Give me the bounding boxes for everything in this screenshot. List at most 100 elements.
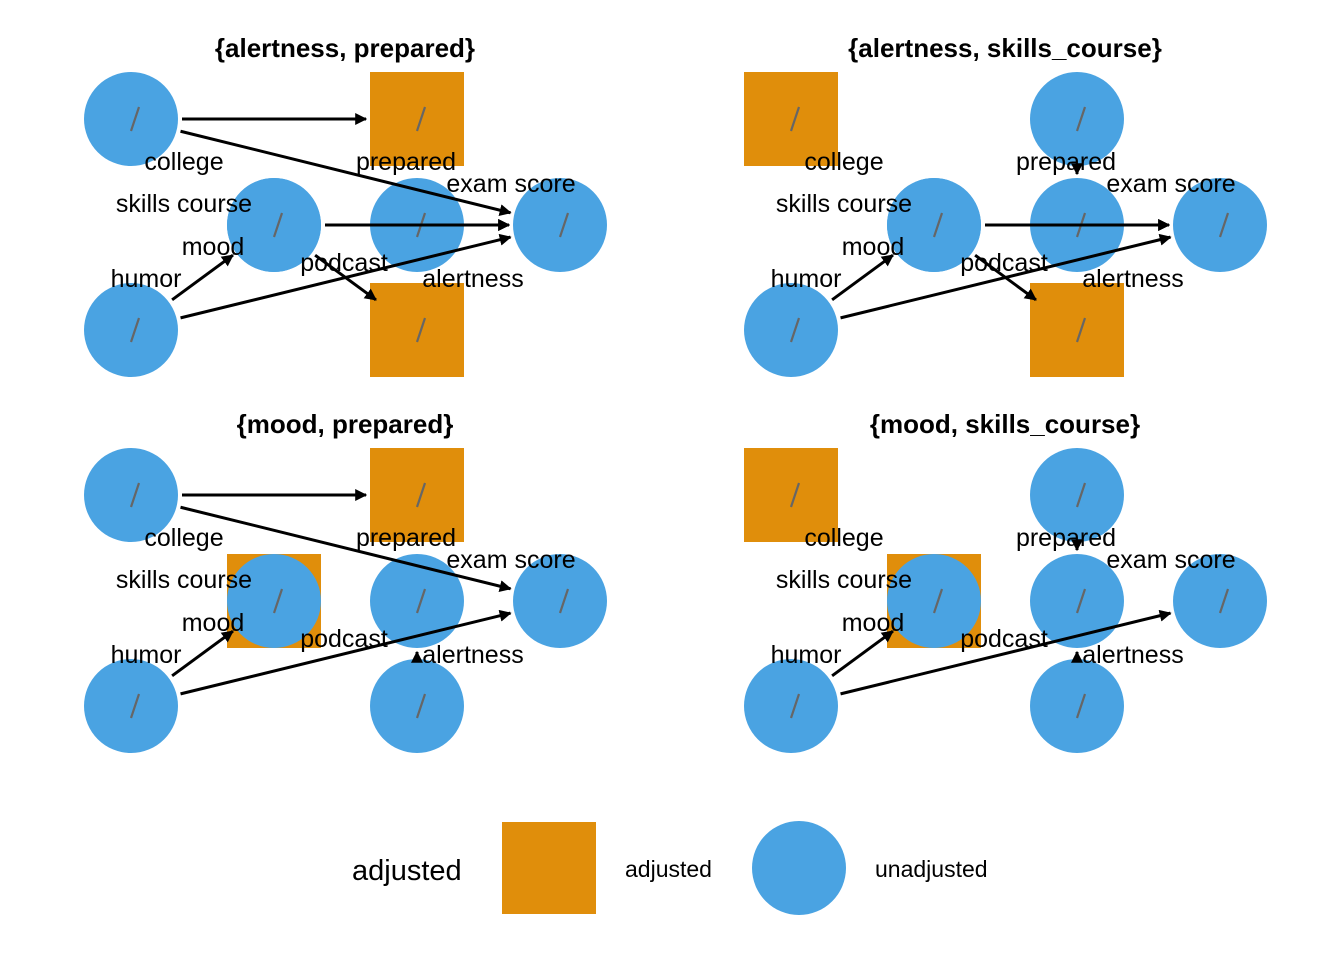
panel-title: {mood, skills_course}	[870, 409, 1140, 439]
node-label-college: college	[804, 524, 883, 552]
node-label-prepared: prepared	[1016, 148, 1116, 176]
node-label-humor: humor	[111, 641, 182, 669]
node-label-skills-course: skills course	[116, 190, 252, 218]
node-label-podcast: podcast	[960, 625, 1048, 653]
edge-humor-to-podcast	[840, 233, 1172, 320]
panel-title: {alertness, skills_course}	[848, 33, 1162, 63]
legend-key-adjusted	[502, 822, 596, 914]
node-humor	[84, 659, 178, 753]
node-alertness	[370, 659, 464, 753]
legend-key-unadjusted	[752, 821, 846, 915]
node-label-alertness: alertness	[1082, 641, 1183, 669]
node-tick	[1075, 482, 1087, 508]
node-label-humor: humor	[771, 641, 842, 669]
node-labels: college prepared skills course exam score mo…	[771, 148, 1236, 293]
node-tick	[415, 106, 427, 132]
node-label-prepared: prepared	[356, 524, 456, 552]
edge-college-to-podcast	[180, 505, 512, 593]
node-college	[84, 448, 178, 542]
node-tick	[789, 106, 801, 132]
edge-humor-to-podcast	[180, 233, 512, 320]
node-label-exam-score: exam score	[1106, 546, 1235, 574]
node-tick	[272, 212, 284, 238]
node-labels: college prepared skills course exam score mo…	[111, 148, 576, 293]
node-label-humor: humor	[111, 265, 182, 293]
panel-title: {mood, prepared}	[237, 409, 454, 439]
node-humor	[744, 283, 838, 377]
node-label-humor: humor	[771, 265, 842, 293]
edge-humor-to-mood	[171, 253, 234, 302]
node-tick	[1075, 106, 1087, 132]
node-alertness	[1030, 659, 1124, 753]
panel-3: {mood, prepared} college prepared skills c…	[84, 409, 607, 753]
node-prepared	[370, 72, 464, 166]
nodes	[84, 448, 607, 753]
edge-humor-to-podcast	[840, 609, 1172, 696]
node-tick	[1075, 693, 1087, 719]
node-label-college: college	[804, 148, 883, 176]
node-tick	[129, 317, 141, 343]
node-podcast	[1173, 554, 1267, 648]
node-label-mood: mood	[182, 609, 245, 637]
node-label-prepared: prepared	[1016, 524, 1116, 552]
node-mood	[887, 178, 981, 272]
node-labels: college prepared skills course exam score mo…	[771, 524, 1236, 669]
node-label-college: college	[144, 148, 223, 176]
node-tick	[932, 588, 944, 614]
node-tick	[558, 588, 570, 614]
node-tick	[129, 482, 141, 508]
node-tick	[789, 693, 801, 719]
legend-title: adjusted	[352, 855, 462, 887]
node-label-skills-course: skills course	[776, 566, 912, 594]
edges	[171, 113, 512, 320]
node-prepared	[1030, 72, 1124, 166]
node-labels: college prepared skills course exam score mo…	[111, 524, 576, 669]
node-label-alertness: alertness	[1082, 265, 1183, 293]
panel-1: {alertness, prepared} college prepared ski…	[84, 33, 607, 377]
node-tick	[1218, 212, 1230, 238]
node-tick	[1218, 588, 1230, 614]
node-tick	[789, 482, 801, 508]
legend-label-unadjusted: unadjusted	[875, 856, 988, 882]
node-prepared	[370, 448, 464, 542]
node-label-exam-score: exam score	[1106, 170, 1235, 198]
node-mood	[887, 554, 981, 648]
node-tick	[129, 106, 141, 132]
node-label-college: college	[144, 524, 223, 552]
legend: adjusted adjusted unadjusted	[352, 821, 988, 915]
node-tick	[789, 317, 801, 343]
node-alertness	[370, 283, 464, 377]
edge-humor-to-mood	[831, 629, 894, 678]
edge-college-to-podcast	[180, 129, 512, 217]
node-mood	[227, 178, 321, 272]
panel-4: {mood, skills_course} college prepared ski…	[744, 409, 1267, 753]
node-tick	[415, 693, 427, 719]
node-exam-score	[1030, 554, 1124, 648]
node-tick	[932, 212, 944, 238]
node-alertness	[1030, 283, 1124, 377]
edge-humor-to-mood	[831, 253, 894, 302]
node-label-prepared: prepared	[356, 148, 456, 176]
legend-label-adjusted: adjusted	[625, 856, 712, 882]
node-humor	[744, 659, 838, 753]
node-label-alertness: alertness	[422, 641, 523, 669]
node-tick	[415, 317, 427, 343]
node-label-podcast: podcast	[300, 249, 388, 277]
node-label-skills-course: skills course	[116, 566, 252, 594]
nodes	[84, 72, 607, 377]
node-podcast	[513, 554, 607, 648]
node-label-exam-score: exam score	[446, 170, 575, 198]
node-tick	[1075, 317, 1087, 343]
node-label-podcast: podcast	[960, 249, 1048, 277]
edges	[831, 163, 1172, 320]
edge-humor-to-podcast	[180, 609, 512, 696]
node-label-skills-course: skills course	[776, 190, 912, 218]
node-label-mood: mood	[842, 233, 905, 261]
nodes	[744, 72, 1267, 377]
node-tick	[558, 212, 570, 238]
node-college	[84, 72, 178, 166]
node-tick	[272, 588, 284, 614]
node-tick	[415, 588, 427, 614]
nodes	[744, 448, 1267, 753]
node-podcast	[1173, 178, 1267, 272]
